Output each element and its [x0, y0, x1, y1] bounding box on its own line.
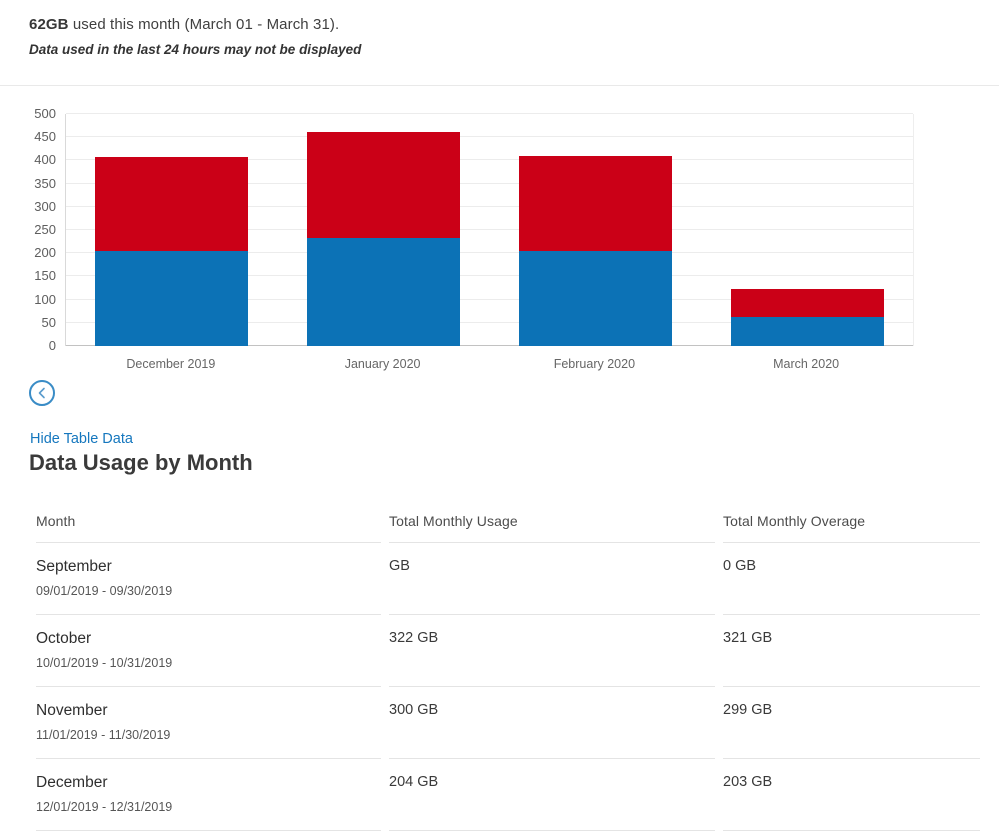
usage-disclaimer: Data used in the last 24 hours may not b… — [29, 42, 362, 57]
gridline-150 — [66, 275, 913, 277]
cell-overage: 299 GB — [723, 687, 980, 759]
table-header-row: Month Total Monthly Usage Total Monthly … — [36, 498, 980, 543]
month-date-range: 10/01/2019 - 10/31/2019 — [36, 656, 173, 670]
cell-usage: 204 GB — [389, 759, 715, 831]
bar-overage-segment[interactable] — [95, 157, 249, 252]
usage-value: 300 GB — [389, 702, 439, 718]
usage-value: 204 GB — [389, 774, 439, 790]
month-date-range: 12/01/2019 - 12/31/2019 — [36, 800, 173, 814]
cell-usage: GB — [389, 543, 715, 615]
month-date-range: 09/01/2019 - 09/30/2019 — [36, 584, 173, 598]
cell-month: December 12/01/2019 - 12/31/2019 — [36, 759, 381, 831]
overage-value: 203 GB — [723, 774, 773, 790]
overage-value: 0 GB — [723, 558, 757, 574]
gridline-400 — [66, 159, 913, 161]
table-row: October 10/01/2019 - 10/31/2019 322 GB 321 … — [36, 615, 980, 687]
usage-card: 0 50 100 150 200 250 300 350 400 450 500 December 2… — [0, 85, 999, 831]
table-row: September 09/01/2019 - 09/30/2019 GB 0 GB — [36, 543, 980, 615]
usage-summary: 62GB used this month (March 01 - March 3… — [29, 16, 361, 57]
cell-overage: 321 GB — [723, 615, 980, 687]
y-axis-tick-label: 150 — [34, 268, 56, 284]
bar-overage-segment[interactable] — [307, 131, 461, 239]
gridline-300 — [66, 205, 913, 207]
column-header-overage: Total Monthly Overage — [723, 498, 980, 543]
overage-value: 321 GB — [723, 630, 773, 646]
cell-usage: 300 GB — [389, 687, 715, 759]
usage-value: GB — [389, 558, 410, 574]
bar-usage-segment[interactable] — [95, 251, 249, 346]
cell-overage: 0 GB — [723, 543, 980, 615]
month-name: September — [36, 558, 112, 575]
x-axis-label: December 2019 — [126, 357, 216, 371]
bar-overage-segment[interactable] — [730, 289, 884, 318]
gridline-50 — [66, 321, 913, 323]
gridline-350 — [66, 182, 913, 184]
gridline-100 — [66, 298, 913, 300]
month-name: October — [36, 630, 92, 647]
y-axis-tick-label: 0 — [48, 338, 56, 353]
usage-summary-text: used this month (March 01 - March 31). — [68, 16, 340, 33]
data-usage-chart: 0 50 100 150 200 250 300 350 400 450 500 December 2… — [0, 86, 999, 376]
previous-period-button[interactable] — [29, 380, 55, 406]
chevron-left-icon — [37, 387, 47, 399]
y-axis-tick-label: 200 — [34, 245, 56, 261]
y-axis-tick-label: 50 — [41, 314, 56, 330]
table-title: Data Usage by Month — [29, 450, 253, 475]
gridline-500 — [66, 113, 913, 114]
x-axis-label: February 2020 — [553, 357, 636, 371]
cell-month: October 10/01/2019 - 10/31/2019 — [36, 615, 381, 687]
cell-usage: 322 GB — [389, 615, 715, 687]
y-axis-tick-label: 250 — [34, 222, 56, 237]
x-axis-label: January 2020 — [344, 357, 421, 371]
bar-usage-segment[interactable] — [730, 317, 884, 346]
usage-table: Month Total Monthly Usage Total Monthly … — [36, 498, 980, 831]
y-axis-tick-label: 350 — [34, 175, 56, 191]
cell-month: November 11/01/2019 - 11/30/2019 — [36, 687, 381, 759]
gridline-250 — [66, 229, 913, 230]
usage-summary-line: 62GB used this month (March 01 - March 3… — [29, 16, 361, 33]
overage-value: 299 GB — [723, 702, 773, 718]
y-axis-tick-label: 450 — [34, 129, 56, 145]
bar-usage-segment[interactable] — [307, 238, 461, 346]
y-axis-tick-label: 300 — [34, 198, 56, 214]
month-name: November — [36, 702, 108, 719]
hide-table-data-link[interactable]: Hide Table Data — [30, 431, 133, 447]
gridline-200 — [66, 252, 913, 254]
column-header-usage: Total Monthly Usage — [389, 498, 715, 543]
month-name: December — [36, 774, 108, 791]
y-axis-tick-label: 400 — [34, 152, 56, 168]
gridline-450 — [66, 136, 913, 138]
gridline-0 — [66, 345, 913, 346]
usage-amount: 62GB — [29, 16, 69, 33]
table-row: December 12/01/2019 - 12/31/2019 204 GB 203… — [36, 759, 980, 831]
bar-usage-segment[interactable] — [518, 250, 672, 346]
cell-overage: 203 GB — [723, 759, 980, 831]
bar-overage-segment[interactable] — [518, 155, 672, 251]
y-axis-tick-label: 100 — [34, 291, 56, 307]
x-axis-label: March 2020 — [773, 357, 840, 371]
table-row: November 11/01/2019 - 11/30/2019 300 GB 299… — [36, 687, 980, 759]
chart-plot-area — [65, 113, 914, 346]
column-header-month: Month — [36, 498, 381, 543]
y-axis-tick-label: 500 — [34, 106, 56, 121]
usage-value: 322 GB — [389, 630, 439, 646]
cell-month: September 09/01/2019 - 09/30/2019 — [36, 543, 381, 615]
month-date-range: 11/01/2019 - 11/30/2019 — [36, 728, 171, 742]
